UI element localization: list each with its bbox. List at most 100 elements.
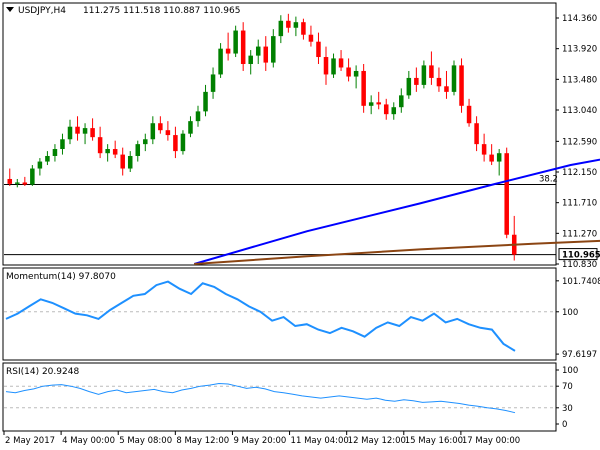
bearish-candle-body <box>240 30 246 64</box>
current-price-box <box>558 248 598 261</box>
time-tick-label: 5 May 08:00 <box>119 436 172 446</box>
bearish-candle-body <box>165 130 171 136</box>
bullish-candle-body <box>15 182 20 184</box>
time-tick-label: 11 May 04:00 <box>291 436 349 446</box>
time-tick-label: 8 May 12:00 <box>176 436 229 446</box>
price-tick-label: 113.920 <box>562 45 597 55</box>
momentum-line <box>5 280 516 352</box>
price-panel-layer: 38.2 <box>4 175 558 256</box>
rsi-tick-label: 0 <box>562 420 567 430</box>
bearish-candle-body <box>7 178 13 184</box>
fast-moving-average-line <box>194 239 600 265</box>
price-tick-label: 114.360 <box>562 14 597 24</box>
price-tick-label: 112.150 <box>562 168 597 178</box>
bullish-candle-body <box>233 30 238 54</box>
time-tick-label: 17 May 00:00 <box>462 436 520 446</box>
bullish-candle-body <box>278 20 284 37</box>
bullish-candle-body <box>218 48 223 75</box>
bearish-candle-body <box>316 41 321 58</box>
momentum-tick-label: 100 <box>562 308 578 318</box>
collapse-triangle-icon[interactable] <box>6 7 14 12</box>
bearish-candle-body <box>263 46 269 63</box>
bullish-candle-body <box>203 91 208 112</box>
bullish-candle-body <box>353 70 359 77</box>
bullish-candle-body <box>60 139 65 150</box>
rsi-axis: 100 70 30 0 <box>556 366 578 430</box>
bullish-candle-body <box>331 58 336 75</box>
bullish-candle-body <box>82 128 88 134</box>
momentum-axis: 101.7408 100 97.6197 <box>556 277 600 360</box>
momentum-tick-label: 101.7408 <box>562 277 600 287</box>
price-tick-label: 111.270 <box>562 229 597 239</box>
bullish-candle-body <box>37 161 43 169</box>
bullish-candle-body <box>451 65 457 92</box>
momentum-panel <box>2 267 557 361</box>
rsi-panel-layer <box>4 385 556 409</box>
bullish-candle-body <box>45 155 50 162</box>
bearish-candle-body <box>286 20 291 28</box>
bullish-candle-body <box>105 149 110 154</box>
bearish-candle-body <box>481 144 487 155</box>
time-axis: 2 May 2017 4 May 00:00 5 May 08:00 8 May 12… <box>3 431 520 446</box>
bullish-candle-body <box>143 139 148 145</box>
time-tick-label: 4 May 00:00 <box>62 436 115 446</box>
bullish-candle-body <box>271 36 276 63</box>
bearish-candle-body <box>75 126 80 134</box>
bearish-candle-body <box>444 86 449 92</box>
rsi-tick-label: 70 <box>562 382 573 392</box>
bullish-candle-body <box>180 133 186 152</box>
bearish-candle-body <box>361 70 366 106</box>
rsi-tick-label: 30 <box>562 404 573 414</box>
bullish-candle-body <box>248 55 253 64</box>
bullish-candle-body <box>406 77 412 96</box>
bullish-candle-body <box>368 102 374 106</box>
bearish-candle-body <box>504 153 509 235</box>
bullish-candle-body <box>195 111 201 122</box>
price-panel-title: USDJPY,H4 <box>18 6 66 16</box>
time-tick-label: 15 May 16:00 <box>405 436 463 446</box>
bearish-candle-body <box>474 123 479 145</box>
price-axis: 114.360 113.920 113.480 113.040 112.590 112.1… <box>556 14 600 270</box>
bullish-candle-body <box>135 144 141 156</box>
bearish-candle-body <box>308 34 314 42</box>
rsi-tick-label: 100 <box>562 366 578 376</box>
price-marks-layer <box>7 13 600 265</box>
bullish-candle-body <box>67 126 73 140</box>
slow-moving-average-line <box>193 158 600 265</box>
time-tick-label: 12 May 12:00 <box>348 436 406 446</box>
bearish-candle-body <box>466 105 472 124</box>
bearish-candle-body <box>112 149 118 155</box>
bearish-candle-body <box>173 135 178 152</box>
momentum-marks-layer <box>5 280 516 352</box>
bullish-candle-body <box>210 74 216 92</box>
momentum-panel-title: Momentum(14) 97.8070 <box>6 272 116 282</box>
bearish-candle-body <box>22 182 28 185</box>
current-price-label: 110.965 <box>562 251 600 261</box>
bullish-candle-body <box>496 153 502 162</box>
bullish-candle-body <box>293 22 299 28</box>
bullish-candle-body <box>255 46 261 56</box>
price-tick-label: 111.710 <box>562 199 597 209</box>
rsi-marks-layer <box>5 382 516 414</box>
bearish-candle-body <box>414 77 419 85</box>
price-tick-label: 112.590 <box>562 137 597 147</box>
bullish-candle-body <box>399 95 404 108</box>
bullish-candle-body <box>188 121 193 134</box>
price-panel <box>2 2 557 266</box>
price-tick-label: 113.480 <box>562 75 597 85</box>
time-tick-label: 9 May 20:00 <box>233 436 286 446</box>
bearish-candle-body <box>338 58 344 68</box>
bearish-candle-body <box>90 128 95 138</box>
time-tick-label: 2 May 2017 <box>5 436 55 446</box>
rsi-line <box>5 382 516 414</box>
bearish-candle-body <box>301 22 306 35</box>
bullish-candle-body <box>150 123 156 140</box>
bearish-candle-body <box>429 65 434 78</box>
bullish-candle-body <box>127 155 133 169</box>
rsi-panel-title: RSI(14) 20.9248 <box>6 367 79 377</box>
momentum-tick-label: 97.6197 <box>562 350 597 360</box>
bearish-candle-body <box>346 67 351 77</box>
bearish-candle-body <box>120 154 125 169</box>
bullish-candle-body <box>52 149 58 156</box>
